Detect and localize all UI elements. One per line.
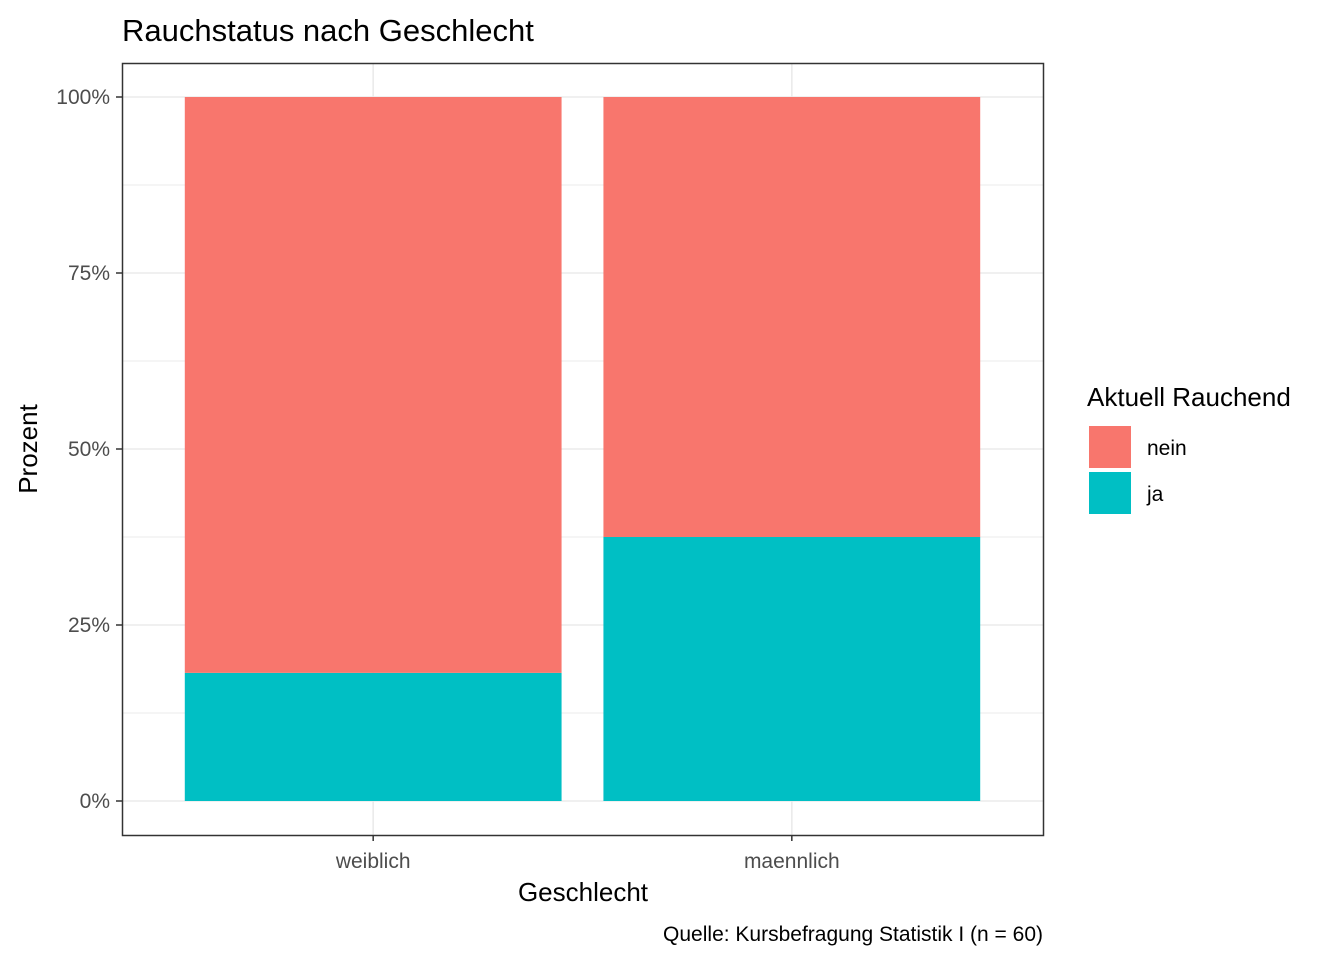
chart-caption: Quelle: Kursbefragung Statistik I (n = 6… [663,923,1043,946]
plot-border [121,62,1045,837]
legend: nein ja [1089,426,1187,514]
y-axis: 0% 25% 50% 75% 100% [56,86,122,813]
x-tick-label-maennlich: maennlich [744,850,840,873]
legend-key-nein [1089,426,1131,468]
legend-label-nein: nein [1147,437,1187,460]
chart-title: Rauchstatus nach Geschlecht [122,13,534,48]
x-axis: weiblich maennlich [335,835,840,873]
bar-nein-maennlich [603,97,981,537]
x-axis-title: Geschlecht [518,877,649,907]
y-tick-label: 50% [68,438,110,461]
y-tick-label: 75% [68,262,110,285]
bar-nein-weiblich [184,97,562,673]
bar-ja-maennlich [603,537,981,801]
y-tick-label: 100% [56,86,110,109]
y-axis-title: Prozent [13,403,43,493]
y-tick-label: 0% [80,790,110,813]
x-tick-label-weiblich: weiblich [335,850,411,873]
bar-ja-weiblich [184,672,562,801]
legend-title: Aktuell Rauchend [1087,382,1291,412]
legend-key-ja [1089,472,1131,514]
bars [184,97,981,801]
y-tick-label: 25% [68,614,110,637]
legend-label-ja: ja [1146,483,1164,506]
